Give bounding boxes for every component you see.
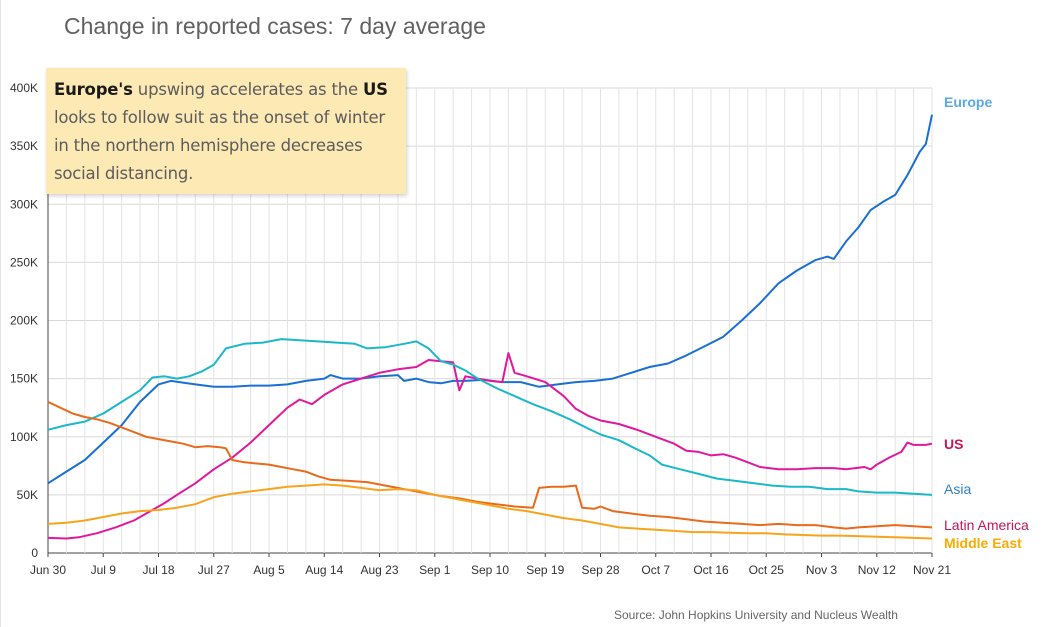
x-tick-label: Aug 14: [305, 563, 343, 577]
annotation-text-1: upswing accelerates as the: [132, 80, 363, 99]
x-tick-label: Nov 3: [806, 563, 838, 577]
x-tick-label: Aug 5: [253, 563, 285, 577]
x-tick-label: Jul 27: [198, 563, 230, 577]
series-label-middle-east: Middle East: [944, 535, 1022, 551]
series-labels: Europe US Asia Latin America Middle East: [944, 94, 1029, 551]
y-tick-label: 100K: [10, 430, 38, 444]
series-line-asia: [47, 338, 933, 496]
series-lines: [47, 114, 933, 540]
page-edge: [0, 0, 1, 627]
source-note: Source: John Hopkins University and Nucl…: [614, 608, 898, 622]
x-tick-label: Oct 16: [693, 563, 729, 577]
annotation-text-2: looks to follow suit as the onset of win…: [54, 108, 386, 183]
y-tick-label: 200K: [10, 314, 38, 328]
x-tick-label: Nov 12: [858, 563, 896, 577]
x-tick-label: Nov 21: [913, 563, 951, 577]
chart-title: Change in reported cases: 7 day average: [64, 13, 486, 39]
x-tick-label: Sep 10: [471, 563, 509, 577]
y-tick-label: 300K: [10, 197, 38, 211]
x-tick-label: Oct 7: [641, 563, 670, 577]
y-tick-label: 400K: [10, 81, 38, 95]
series-line-us: [47, 352, 933, 540]
series-line-middle-east: [47, 483, 933, 540]
annotation-bold-europe: Europe's: [54, 80, 133, 99]
series-label-us: US: [944, 436, 963, 452]
series-label-asia: Asia: [944, 481, 971, 497]
x-tick-label: Oct 25: [749, 563, 785, 577]
annotation-note: Europe's upswing accelerates as the US l…: [46, 68, 406, 194]
y-axis-ticks: 0 50K 100K 150K 200K 250K 300K 350K 400K: [10, 81, 38, 560]
series-label-latin-america: Latin America: [944, 517, 1029, 533]
y-tick-label: 50K: [17, 488, 38, 502]
series-label-europe: Europe: [944, 94, 992, 110]
annotation-bold-us: US: [362, 80, 388, 99]
y-tick-label: 250K: [10, 255, 38, 269]
x-axis-ticks: Jun 30 Jul 9 Jul 18 Jul 27 Aug 5 Aug 14 Aug 23…: [30, 553, 951, 577]
x-tick-label: Sep 19: [526, 563, 564, 577]
x-tick-label: Jun 30: [30, 563, 66, 577]
x-tick-label: Sep 28: [581, 563, 619, 577]
x-tick-label: Jul 18: [142, 563, 174, 577]
y-tick-label: 150K: [10, 372, 38, 386]
y-tick-label: 350K: [10, 139, 38, 153]
x-tick-label: Aug 23: [360, 563, 398, 577]
y-tick-label: 0: [31, 546, 38, 560]
x-tick-label: Jul 9: [91, 563, 117, 577]
x-tick-label: Sep 1: [419, 563, 451, 577]
